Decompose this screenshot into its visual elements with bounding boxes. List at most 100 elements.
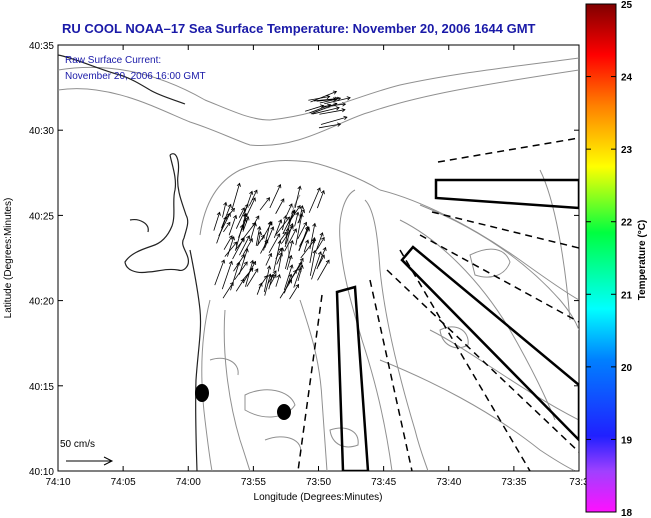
current-vector-head <box>278 247 283 252</box>
current-vector <box>310 91 337 103</box>
site-marker-dot-west <box>195 384 209 402</box>
current-vector <box>312 107 340 115</box>
current-vector-head <box>312 222 317 227</box>
y-axis-label: Latitude (Degrees:Minutes) <box>3 198 14 319</box>
current-vector-head <box>311 237 317 242</box>
current-vector-head <box>335 106 340 111</box>
y-axis-ticks: 40:35 40:30 40:25 40:20 40:15 40:10 <box>29 41 579 478</box>
current-vector-head <box>245 216 250 221</box>
current-vector <box>256 234 265 246</box>
current-vector <box>242 261 256 284</box>
current-vector-head <box>326 94 331 100</box>
current-vector-head <box>305 239 310 244</box>
current-vector <box>235 279 245 292</box>
x-tick-label: 74:05 <box>111 477 136 488</box>
current-vector <box>303 240 309 253</box>
current-vector <box>239 235 250 256</box>
current-vector-head <box>336 96 342 101</box>
annotation-line-1: Raw Surface Current: <box>65 55 161 66</box>
current-vector <box>224 208 235 220</box>
current-vector <box>255 226 261 246</box>
current-vector-head <box>320 236 325 242</box>
current-vector-head <box>272 273 277 279</box>
current-vector-head <box>293 228 297 233</box>
current-vector <box>294 212 299 227</box>
current-vector <box>260 239 269 254</box>
current-vector-head <box>333 97 338 102</box>
current-vector-head <box>233 241 238 246</box>
current-vector <box>233 254 245 272</box>
current-vector-head <box>243 261 248 266</box>
current-vector-head <box>291 209 296 214</box>
current-vector <box>238 207 245 218</box>
current-vector <box>265 253 272 266</box>
map-title: RU COOL NOAA–17 Sea Surface Temperature:… <box>62 21 536 36</box>
current-vector <box>213 212 221 231</box>
current-vector-head <box>343 115 348 120</box>
current-vector <box>222 202 227 218</box>
current-vector-head <box>311 239 316 244</box>
current-vector <box>246 268 259 287</box>
bathymetry-contours <box>58 57 579 471</box>
current-vector <box>317 259 330 281</box>
current-vector-head <box>240 278 245 283</box>
current-vector <box>228 215 237 236</box>
current-vector <box>287 205 301 225</box>
current-vector-head <box>346 96 351 101</box>
current-vector <box>284 228 289 245</box>
current-vector <box>309 237 315 263</box>
current-vector <box>224 241 238 257</box>
current-vector-head <box>236 182 241 187</box>
current-vector-head <box>257 225 262 231</box>
current-vector-head <box>272 270 277 275</box>
current-vector-head <box>334 96 339 101</box>
current-vector <box>315 232 323 252</box>
scale-vector-arrow <box>66 456 114 466</box>
current-vector <box>275 198 285 214</box>
current-vector <box>245 260 254 287</box>
site-polygon-south-strip <box>335 285 370 471</box>
current-vector-head <box>322 246 327 252</box>
current-vector <box>278 231 287 244</box>
current-vector <box>275 274 281 287</box>
surface-current-vectors <box>213 90 351 300</box>
current-vector-head <box>221 259 226 264</box>
boundary-lines <box>297 137 579 471</box>
x-tick-label: 73:45 <box>371 477 396 488</box>
current-vector-head <box>321 254 325 259</box>
current-vector-head <box>290 210 296 215</box>
current-vector-head <box>258 282 263 287</box>
current-vector-head <box>289 264 294 269</box>
current-vector-head <box>286 216 290 221</box>
current-vector-head <box>251 197 256 202</box>
current-vector <box>309 250 316 276</box>
current-vector-head <box>317 251 322 256</box>
current-vector-head <box>255 215 260 220</box>
current-vector <box>319 109 346 115</box>
scale-vector-label: 50 cm/s <box>60 439 95 450</box>
colorbar-tick-label: 23 <box>621 145 633 156</box>
current-vector <box>316 237 325 250</box>
current-vector <box>317 190 325 209</box>
current-vector <box>244 191 253 214</box>
current-vector-head <box>266 197 271 202</box>
current-vector <box>221 261 233 290</box>
current-vector <box>286 255 292 271</box>
colorbar-tick-label: 24 <box>621 73 633 84</box>
current-vector-head <box>288 279 292 284</box>
current-vector <box>308 187 321 213</box>
current-vector-head <box>341 108 346 113</box>
current-vector <box>222 282 234 299</box>
current-vector <box>297 209 305 224</box>
current-vector <box>311 251 322 280</box>
x-tick-label: 74:10 <box>45 477 70 488</box>
current-vector-head <box>332 90 338 95</box>
current-vector <box>223 235 233 250</box>
current-vector-head <box>249 238 253 243</box>
x-axis-label: Longitude (Degrees:Minutes) <box>254 492 383 503</box>
current-vector-head <box>305 225 310 230</box>
current-vector <box>285 203 293 218</box>
current-vector <box>242 216 249 232</box>
current-vector <box>264 274 271 296</box>
current-vector <box>218 213 231 237</box>
